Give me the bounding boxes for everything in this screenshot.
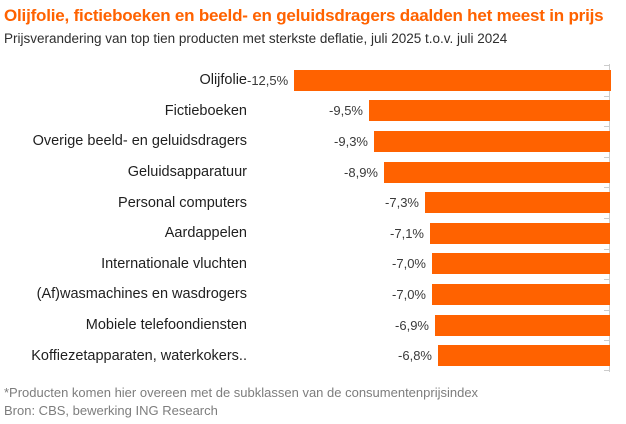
bar-row: Aardappelen -7,1% bbox=[4, 218, 626, 249]
value-axis-line bbox=[609, 64, 610, 372]
bar bbox=[432, 253, 610, 275]
axis-tick bbox=[604, 96, 609, 97]
value-label: -7,3% bbox=[385, 195, 419, 211]
axis-tick bbox=[604, 340, 609, 341]
category-label: Geluidsapparatuur bbox=[127, 164, 247, 181]
category-label: Personal computers bbox=[118, 194, 247, 211]
category-label: Internationale vluchten bbox=[101, 255, 247, 272]
bar-plot-area: -12,5% bbox=[247, 65, 612, 96]
bar-plot-area: -7,3% bbox=[247, 187, 610, 218]
bar-plot-area: -7,1% bbox=[247, 218, 610, 249]
bar-row: Geluidsapparatuur -8,9% bbox=[4, 157, 626, 188]
bar-plot-area: -7,0% bbox=[247, 249, 610, 280]
bar-row: Mobiele telefoondiensten -6,9% bbox=[4, 310, 626, 341]
bar-row: (Af)wasmachines en wasdrogers -7,0% bbox=[4, 279, 626, 310]
axis-tick bbox=[604, 126, 609, 127]
bar bbox=[430, 222, 610, 244]
category-label: Overige beeld- en geluidsdragers bbox=[32, 133, 247, 150]
category-label: Fictieboeken bbox=[164, 102, 247, 119]
bar-rows: Olijfolie -12,5% Fictieboeken -9,5% Overige … bbox=[4, 65, 626, 371]
axis-tick bbox=[604, 310, 609, 311]
source-note: Bron: CBS, bewerking ING Research bbox=[4, 402, 218, 418]
bar bbox=[374, 130, 610, 152]
axis-tick bbox=[604, 370, 609, 371]
value-label: -7,0% bbox=[392, 286, 426, 302]
bar-plot-area: -6,9% bbox=[247, 310, 610, 341]
category-label: Mobiele telefoondiensten bbox=[85, 317, 247, 334]
value-label: -12,5% bbox=[247, 72, 289, 88]
value-label: -9,5% bbox=[329, 103, 363, 119]
axis-tick bbox=[604, 279, 609, 280]
bar bbox=[432, 283, 610, 305]
bar-plot-area: -9,3% bbox=[247, 126, 610, 157]
value-label: -6,8% bbox=[398, 348, 432, 364]
value-label: -8,9% bbox=[344, 164, 378, 180]
axis-tick bbox=[604, 187, 609, 188]
value-label: -9,3% bbox=[334, 133, 368, 149]
chart-footer: *Producten komen hier overeen met de sub… bbox=[4, 384, 626, 419]
category-label: (Af)wasmachines en wasdrogers bbox=[36, 286, 247, 303]
category-label: Koffiezetapparaten, waterkokers.. bbox=[31, 347, 247, 364]
bar bbox=[425, 192, 610, 214]
bar bbox=[384, 161, 610, 183]
value-label: -7,0% bbox=[392, 256, 426, 272]
bar-plot-area: -7,0% bbox=[247, 279, 610, 310]
bar-row: Internationale vluchten -7,0% bbox=[4, 249, 626, 280]
footnote: *Producten komen hier overeen met de sub… bbox=[4, 385, 479, 400]
bar-plot-area: -8,9% bbox=[247, 157, 610, 188]
chart-title: Olijfolie, fictieboeken en beeld- en gel… bbox=[4, 6, 604, 25]
axis-tick bbox=[604, 65, 609, 66]
axis-tick bbox=[604, 249, 609, 250]
bar bbox=[294, 69, 612, 91]
bar-chart: Olijfolie -12,5% Fictieboeken -9,5% Overige … bbox=[4, 64, 626, 372]
bar-row: Koffiezetapparaten, waterkokers.. -6,8% bbox=[4, 340, 626, 371]
bar-row: Personal computers -7,3% bbox=[4, 187, 626, 218]
bar bbox=[369, 100, 610, 122]
bar-plot-area: -9,5% bbox=[247, 96, 610, 127]
value-label: -6,9% bbox=[395, 317, 429, 333]
bar-row: Fictieboeken -9,5% bbox=[4, 96, 626, 127]
axis-tick bbox=[604, 218, 609, 219]
bar-row: Olijfolie -12,5% bbox=[4, 65, 626, 96]
bar bbox=[438, 345, 610, 367]
chart-subtitle: Prijsverandering van top tien producten … bbox=[4, 31, 508, 46]
value-label: -7,1% bbox=[390, 225, 424, 241]
bar-row: Overige beeld- en geluidsdragers -9,3% bbox=[4, 126, 626, 157]
category-label: Aardappelen bbox=[164, 225, 247, 242]
bar bbox=[435, 314, 610, 336]
category-label: Olijfolie bbox=[199, 72, 247, 89]
axis-tick bbox=[604, 157, 609, 158]
bar-plot-area: -6,8% bbox=[247, 340, 610, 371]
